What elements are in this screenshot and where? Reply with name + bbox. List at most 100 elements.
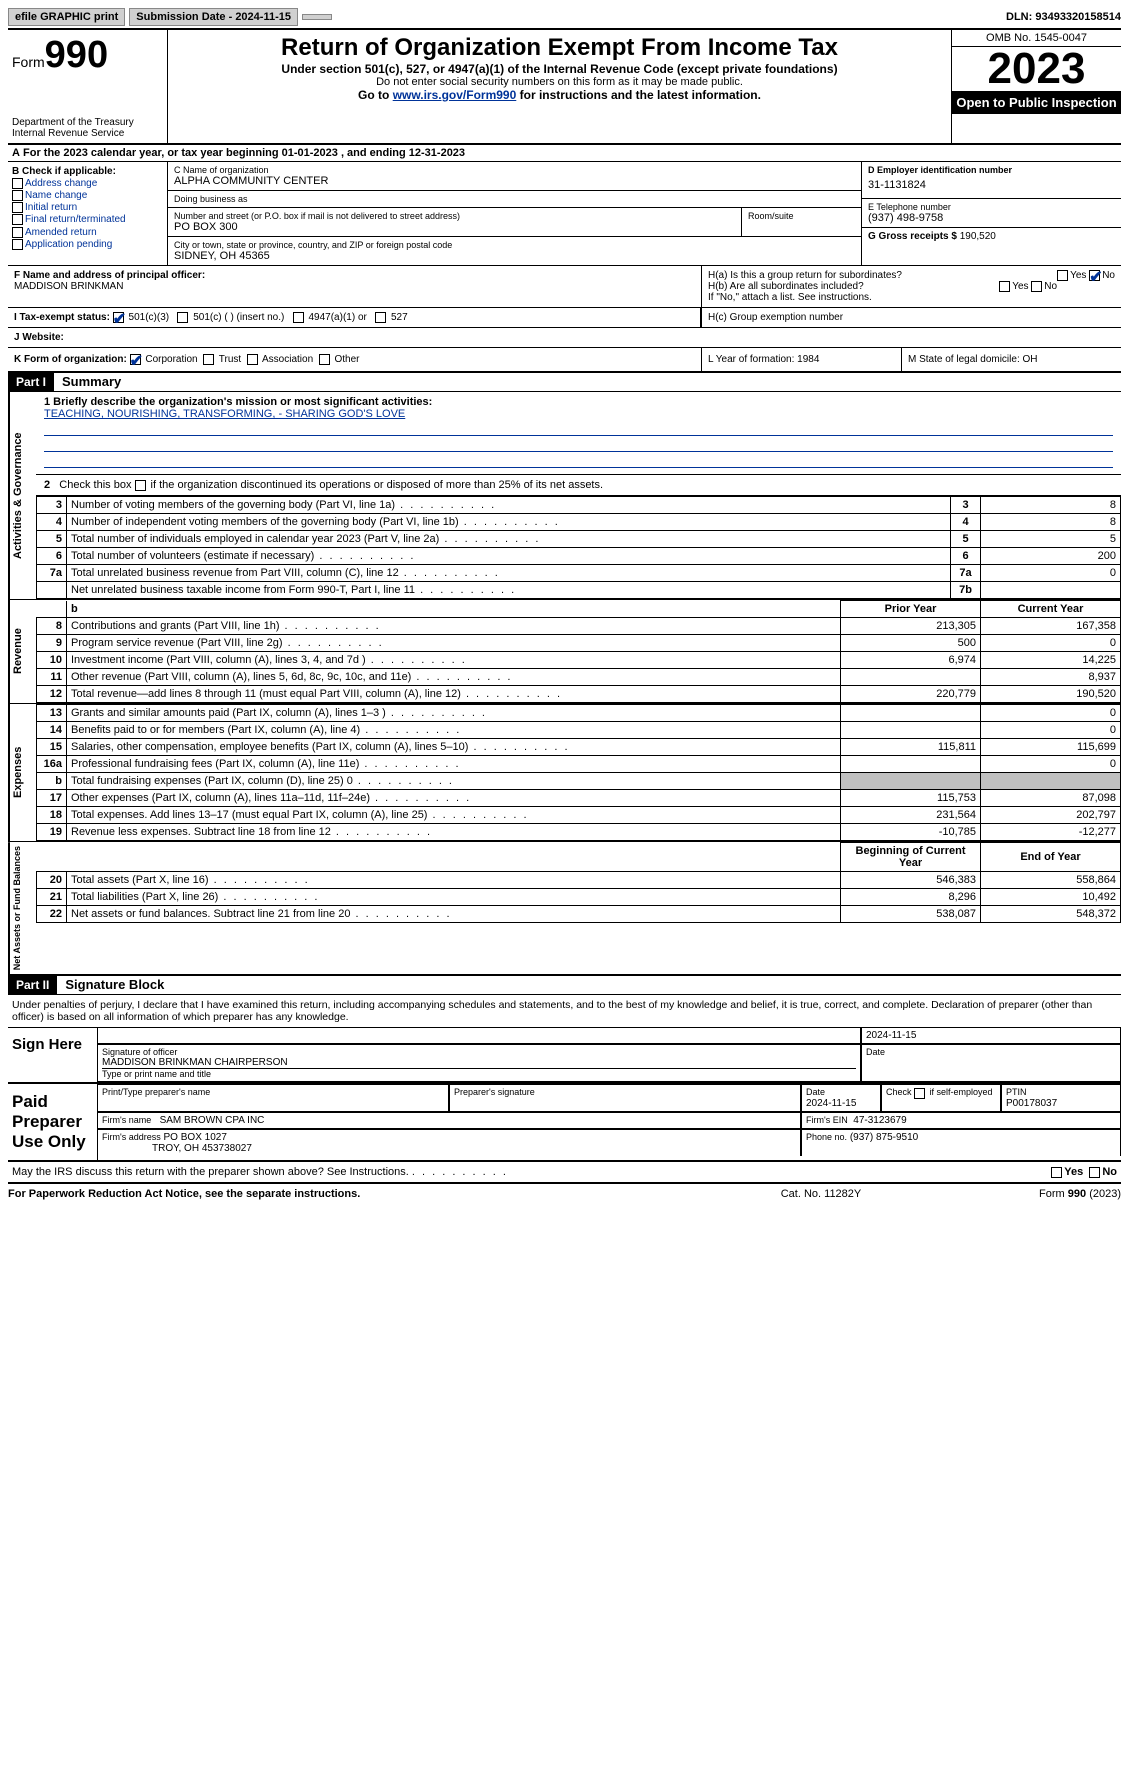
form-subtitle: Under section 501(c), 527, or 4947(a)(1)… bbox=[172, 62, 947, 76]
discuss-yes-check[interactable] bbox=[1051, 1167, 1062, 1178]
website-label: J Website: bbox=[14, 332, 64, 343]
row-a-tax-year: A For the 2023 calendar year, or tax yea… bbox=[8, 145, 1121, 162]
form-ref: Form 990 (2023) bbox=[921, 1188, 1121, 1200]
check-name-change[interactable]: Name change bbox=[12, 190, 163, 201]
state-domicile: M State of legal domicile: OH bbox=[901, 348, 1121, 371]
hb-note: If "No," attach a list. See instructions… bbox=[708, 292, 1115, 303]
side-label-exp: Expenses bbox=[8, 704, 36, 841]
phone-value: (937) 498-9758 bbox=[868, 212, 1115, 224]
box-b-title: B Check if applicable: bbox=[12, 166, 116, 177]
tax-exempt-label: I Tax-exempt status: bbox=[14, 312, 110, 323]
discuss-row: May the IRS discuss this return with the… bbox=[8, 1162, 1121, 1184]
mission-line bbox=[44, 438, 1113, 452]
row-k-l-m: K Form of organization: Corporation Trus… bbox=[8, 348, 1121, 373]
hb-no-check[interactable] bbox=[1031, 281, 1042, 292]
ptin-value: P00178037 bbox=[1006, 1098, 1057, 1109]
row-i-j: I Tax-exempt status: 501(c)(3) 501(c) ( … bbox=[8, 308, 1121, 328]
section-b-through-g: B Check if applicable: Address change Na… bbox=[8, 162, 1121, 266]
firm-ein-label: Firm's EIN bbox=[806, 1115, 848, 1125]
firm-phone: (937) 875-9510 bbox=[850, 1132, 918, 1143]
mission-text: TEACHING, NOURISHING, TRANSFORMING, - SH… bbox=[44, 408, 405, 420]
check-assoc[interactable] bbox=[247, 354, 258, 365]
net-assets-grid: Beginning of Current YearEnd of Year20To… bbox=[36, 842, 1121, 923]
firm-addr-label: Firm's address bbox=[102, 1132, 161, 1142]
irs-link[interactable]: www.irs.gov/Form990 bbox=[393, 88, 517, 102]
sig-date: 2024-11-15 bbox=[861, 1028, 1121, 1044]
tax-year: 2023 bbox=[952, 47, 1121, 91]
ein-label: D Employer identification number bbox=[868, 165, 1012, 175]
year-formation: L Year of formation: 1984 bbox=[701, 348, 901, 371]
check-4947[interactable] bbox=[293, 312, 304, 323]
officer-name: MADDISON BRINKMAN bbox=[14, 281, 123, 292]
expenses-section: Expenses 13Grants and similar amounts pa… bbox=[8, 704, 1121, 842]
discuss-no-check[interactable] bbox=[1089, 1167, 1100, 1178]
check-initial-return[interactable]: Initial return bbox=[12, 202, 163, 213]
dln-label: DLN: 93493320158514 bbox=[1006, 11, 1121, 23]
top-bar: efile GRAPHIC print Submission Date - 20… bbox=[8, 8, 1121, 30]
check-amended[interactable]: Amended return bbox=[12, 227, 163, 238]
firm-name: SAM BROWN CPA INC bbox=[160, 1115, 265, 1126]
check-527[interactable] bbox=[375, 312, 386, 323]
city-value: SIDNEY, OH 45365 bbox=[174, 250, 855, 262]
check-corp[interactable] bbox=[130, 354, 141, 365]
form-prefix: Form bbox=[12, 54, 45, 70]
submission-date-button[interactable]: Submission Date - 2024-11-15 bbox=[129, 8, 298, 26]
firm-name-label: Firm's name bbox=[102, 1115, 151, 1125]
check-trust[interactable] bbox=[203, 354, 214, 365]
paid-preparer-block: Paid Preparer Use Only Print/Type prepar… bbox=[8, 1084, 1121, 1162]
check-501c3[interactable] bbox=[113, 312, 124, 323]
sig-date-label: Date bbox=[866, 1047, 1116, 1057]
form-org-label: K Form of organization: bbox=[14, 354, 127, 365]
goto-post: for instructions and the latest informat… bbox=[516, 88, 761, 102]
dba-label: Doing business as bbox=[174, 194, 855, 204]
check-address-change[interactable]: Address change bbox=[12, 178, 163, 189]
city-label: City or town, state or province, country… bbox=[174, 240, 855, 250]
check-501c[interactable] bbox=[177, 312, 188, 323]
blank-button bbox=[302, 14, 332, 20]
net-assets-section: Net Assets or Fund Balances Beginning of… bbox=[8, 842, 1121, 976]
sig-officer-name: MADDISON BRINKMAN CHAIRPERSON bbox=[102, 1057, 856, 1068]
street-label: Number and street (or P.O. box if mail i… bbox=[174, 211, 735, 221]
row-j: J Website: bbox=[8, 328, 1121, 348]
ha-label: H(a) Is this a group return for subordin… bbox=[708, 270, 902, 281]
part-ii-header: Part IISignature Block bbox=[8, 976, 1121, 995]
footer: For Paperwork Reduction Act Notice, see … bbox=[8, 1184, 1121, 1200]
line-2: 2 Check this box if the organization dis… bbox=[36, 475, 1121, 496]
hc-label: H(c) Group exemption number bbox=[708, 312, 843, 323]
paperwork-notice: For Paperwork Reduction Act Notice, see … bbox=[8, 1188, 721, 1200]
prep-name-label: Print/Type preparer's name bbox=[102, 1087, 210, 1097]
ha-yes-check[interactable] bbox=[1057, 270, 1068, 281]
firm-addr2: TROY, OH 453738027 bbox=[152, 1143, 252, 1154]
form-number: 990 bbox=[45, 34, 108, 76]
gross-receipts-label: G Gross receipts $ bbox=[868, 231, 957, 242]
part-i-header: Part ISummary bbox=[8, 373, 1121, 392]
form-header: Form990 Department of the Treasury Inter… bbox=[8, 30, 1121, 145]
check-discontinued[interactable] bbox=[135, 480, 146, 491]
org-name-label: C Name of organization bbox=[174, 165, 855, 175]
governance-grid: 3Number of voting members of the governi… bbox=[36, 496, 1121, 599]
side-label-gov: Activities & Governance bbox=[8, 392, 36, 599]
row-f-h: F Name and address of principal officer:… bbox=[8, 266, 1121, 308]
firm-phone-label: Phone no. bbox=[806, 1132, 847, 1142]
check-final-return[interactable]: Final return/terminated bbox=[12, 214, 163, 225]
mission-label: 1 Briefly describe the organization's mi… bbox=[44, 396, 432, 408]
ssn-warning: Do not enter social security numbers on … bbox=[172, 76, 947, 88]
ha-no-check[interactable] bbox=[1089, 270, 1100, 281]
sign-here-label: Sign Here bbox=[8, 1028, 98, 1082]
revenue-grid: bPrior YearCurrent Year8Contributions an… bbox=[36, 600, 1121, 703]
firm-addr1: PO BOX 1027 bbox=[164, 1132, 227, 1143]
goto-pre: Go to bbox=[358, 88, 393, 102]
sig-officer-label: Signature of officer bbox=[102, 1047, 856, 1057]
org-name: ALPHA COMMUNITY CENTER bbox=[174, 175, 855, 187]
check-app-pending[interactable]: Application pending bbox=[12, 239, 163, 250]
check-other[interactable] bbox=[319, 354, 330, 365]
hb-yes-check[interactable] bbox=[999, 281, 1010, 292]
ein-value: 31-1131824 bbox=[868, 175, 1115, 195]
efile-button[interactable]: efile GRAPHIC print bbox=[8, 8, 125, 26]
room-label: Room/suite bbox=[748, 211, 855, 221]
prep-sig-label: Preparer's signature bbox=[454, 1087, 535, 1097]
cat-no: Cat. No. 11282Y bbox=[721, 1188, 921, 1200]
hb-label: H(b) Are all subordinates included? bbox=[708, 281, 864, 292]
phone-label: E Telephone number bbox=[868, 202, 1115, 212]
self-emp-check[interactable]: Check if self-employed bbox=[881, 1084, 1001, 1112]
